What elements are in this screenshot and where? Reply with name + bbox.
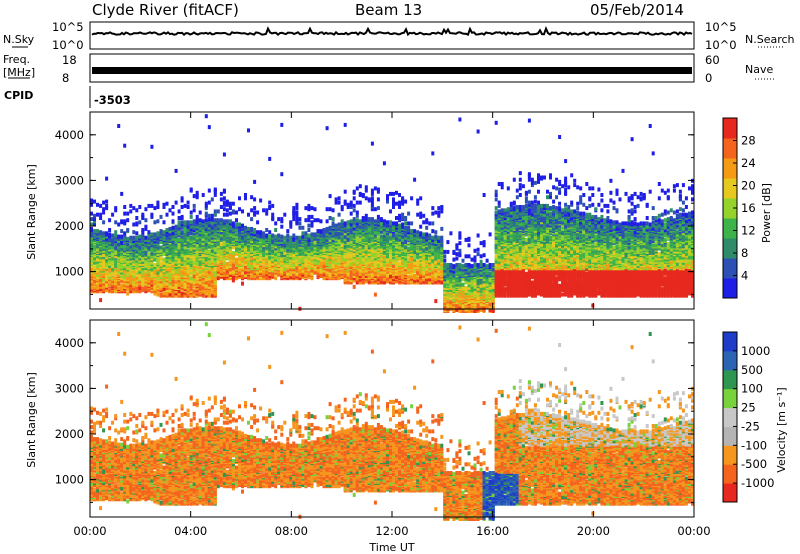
colorbar-swatch [723, 178, 737, 199]
colorbar-swatch [723, 238, 737, 259]
nsky-trace [92, 29, 692, 35]
colorbar-swatch [723, 158, 737, 179]
colorbar-tick: 24 [741, 156, 756, 170]
colorbar-swatch [723, 118, 737, 139]
xtick-label: 00:00 [677, 524, 710, 538]
colorbar-swatch [723, 351, 737, 370]
colorbar-swatch [723, 445, 737, 464]
ytick-label: 2000 [55, 219, 84, 233]
colorbar-swatch [723, 370, 737, 389]
velocity-panel: 1000 2000 3000 4000 Slant Range [km] 1000 50… [25, 320, 788, 521]
velocity-heatmap-cells [90, 322, 694, 521]
colorbar-tick: 25 [741, 401, 756, 415]
nave-tick-top: 60 [705, 53, 720, 67]
colorbar-tick: 500 [741, 363, 763, 377]
power-heatmap-cells [90, 114, 694, 313]
cpid-panel: CPID -3503 [4, 86, 131, 108]
power-panel: 1000 2000 3000 4000 Slant Range [km] 4 8 12 16… [25, 112, 773, 313]
velocity-ylabel: Slant Range [km] [25, 372, 38, 468]
freq-panel: Freq. [MHz] 18 8 60 0 Nave [3, 53, 775, 85]
colorbar-swatch [723, 278, 737, 299]
xtick-label: 12:00 [375, 524, 408, 538]
freq-band [92, 67, 692, 74]
cpid-label: CPID [4, 89, 33, 102]
colorbar-swatch [723, 138, 737, 159]
colorbar-swatch [723, 332, 737, 351]
nsky-tick-bottom: 10^0 [52, 38, 84, 52]
cpid-value: -3503 [94, 93, 131, 107]
colorbar-tick: 1000 [741, 344, 770, 358]
ytick-label: 1000 [55, 473, 84, 487]
freq-tick-bottom: 8 [62, 71, 69, 85]
station-title: Clyde River (fitACF) [92, 1, 239, 19]
colorbar-tick: -100 [741, 438, 767, 452]
xtick-label: 04:00 [174, 524, 207, 538]
power-colorbar-label: Power [dB] [760, 183, 773, 243]
colorbar-tick: 28 [741, 134, 756, 148]
xtick-label: 08:00 [275, 524, 308, 538]
nsearch-label: N.Search [745, 33, 795, 46]
freq-unit-label: [MHz] [3, 66, 35, 79]
colorbar-tick: 20 [741, 179, 756, 193]
ytick-label: 2000 [55, 427, 84, 441]
nsky-tick-top: 10^5 [52, 20, 84, 34]
colorbar-tick: 8 [741, 246, 748, 260]
nave-label: Nave [745, 63, 773, 76]
power-ylabel: Slant Range [km] [25, 164, 38, 260]
ytick-label: 1000 [55, 265, 84, 279]
freq-label: Freq. [3, 53, 30, 66]
colorbar-swatch [723, 389, 737, 408]
nsearch-tick-top: 10^5 [705, 20, 737, 34]
beam-title: Beam 13 [355, 1, 422, 19]
colorbar-tick: -25 [741, 419, 760, 433]
xtick-label: 00:00 [73, 524, 106, 538]
velocity-colorbar-label: Velocity [m s⁻¹] [775, 387, 788, 472]
nsearch-tick-bottom: 10^0 [705, 38, 737, 52]
colorbar-tick: -500 [741, 457, 767, 471]
ytick-label: 3000 [55, 173, 84, 187]
colorbar-tick: 100 [741, 382, 763, 396]
nave-tick-bottom: 0 [705, 71, 712, 85]
colorbar-swatch [723, 464, 737, 483]
nsky-panel: N.Sky 10^5 10^0 10^5 10^0 N.Search [3, 20, 795, 52]
time-axis-label: Time UT [368, 541, 414, 554]
freq-tick-top: 18 [62, 53, 77, 67]
colorbar-swatch [723, 408, 737, 427]
colorbar-tick: 12 [741, 224, 756, 238]
colorbar-tick: -1000 [741, 476, 774, 490]
colorbar-tick: 4 [741, 269, 748, 283]
colorbar-swatch [723, 218, 737, 239]
nsky-label: N.Sky [3, 33, 35, 46]
ytick-label: 4000 [55, 336, 84, 350]
colorbar-swatch [723, 483, 737, 502]
ytick-label: 3000 [55, 381, 84, 395]
ytick-label: 4000 [55, 128, 84, 142]
date-title: 05/Feb/2014 [590, 1, 684, 19]
xtick-label: 16:00 [476, 524, 509, 538]
colorbar-swatch [723, 426, 737, 445]
colorbar-tick: 16 [741, 201, 756, 215]
xtick-label: 20:00 [577, 524, 610, 538]
